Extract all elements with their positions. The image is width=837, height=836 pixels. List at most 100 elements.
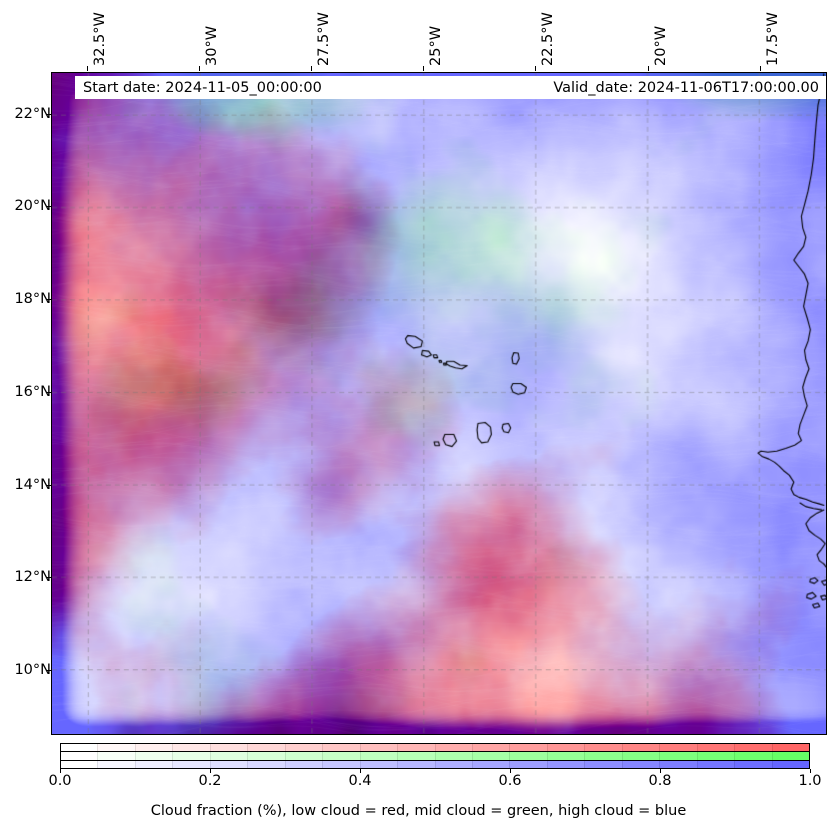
colorbar-tick-mark [210, 769, 211, 773]
colorbar-cell [659, 744, 697, 752]
colorbar-tick-mark [810, 769, 811, 773]
date-annotation-band: Start date: 2024-11-05_00:00:00 Valid_da… [75, 76, 826, 99]
colorbar-cell [322, 752, 360, 760]
longitude-tick-label: 30°W [204, 25, 221, 66]
colorbar-cell [734, 752, 772, 760]
colorbar-caption: Cloud fraction (%), low cloud = red, mid… [150, 803, 687, 819]
longitude-tick-mark [647, 66, 649, 71]
colorbar-tick-mark [660, 769, 661, 773]
colorbar-cell [509, 752, 547, 760]
colorbar-cell [471, 744, 510, 752]
colorbar-cell [397, 752, 435, 760]
colorbar [60, 743, 810, 769]
colorbar-cell [134, 752, 173, 760]
colorbar-cell [397, 744, 435, 752]
colorbar-cell [771, 744, 810, 752]
latitude-tick-mark [46, 206, 51, 208]
latitude-tick-label: 10°N [14, 662, 51, 679]
colorbar-cell [97, 744, 135, 752]
colorbar-tick-label: 0.2 [198, 773, 222, 789]
colorbar-strip-low-cloud [61, 744, 810, 753]
colorbar-cell [696, 744, 735, 752]
colorbar-cell [247, 744, 285, 752]
start-date-label: Start date: 2024-11-05_00:00:00 [83, 79, 322, 96]
latitude-tick-mark [46, 484, 51, 486]
colorbar-cell [209, 744, 248, 752]
latitude-tick-label: 16°N [14, 383, 51, 400]
colorbar-cell [509, 744, 547, 752]
latitude-tick-label: 22°N [14, 105, 51, 122]
colorbar-cell [209, 752, 248, 760]
colorbar-cell [471, 752, 510, 760]
colorbar-tick-label: 0.8 [648, 773, 672, 789]
longitude-tick-mark [423, 66, 425, 71]
latitude-tick-mark [46, 391, 51, 393]
colorbar-cell [359, 752, 398, 760]
colorbar-cell [134, 760, 173, 768]
longitude-tick-mark [311, 66, 313, 71]
colorbar-cell [134, 744, 173, 752]
colorbar-cell [172, 760, 210, 768]
longitude-tick-label: 32.5°W [91, 12, 108, 66]
latitude-tick-mark [46, 299, 51, 301]
colorbar-cell [584, 744, 622, 752]
colorbar-cell [322, 744, 360, 752]
latitude-tick-label: 12°N [14, 569, 51, 586]
latitude-tick-label: 20°N [14, 198, 51, 215]
colorbar-cell [434, 744, 472, 752]
longitude-tick-mark [199, 66, 201, 71]
colorbar-cell [97, 752, 135, 760]
longitude-tick-mark [759, 66, 761, 71]
colorbar-cell [546, 760, 585, 768]
colorbar-cell [397, 760, 435, 768]
colorbar-cell [659, 752, 697, 760]
colorbar-cell [284, 760, 323, 768]
colorbar-cell [771, 752, 810, 760]
latitude-tick-mark [46, 670, 51, 672]
colorbar-cell [284, 744, 323, 752]
latitude-tick-label: 14°N [14, 476, 51, 493]
colorbar-cell [172, 744, 210, 752]
colorbar-cell [734, 744, 772, 752]
cloud-fraction-map [52, 73, 826, 734]
colorbar-cell [61, 752, 98, 760]
longitude-tick-label: 22.5°W [540, 12, 557, 66]
latitude-axis: 10°N 12°N 14°N 16°N 18°N 20°N 22°N [0, 0, 51, 836]
colorbar-cell [284, 752, 323, 760]
colorbar-cell [771, 760, 810, 768]
colorbar-cell [584, 752, 622, 760]
latitude-tick-label: 18°N [14, 291, 51, 308]
colorbar-cell [322, 760, 360, 768]
colorbar-cell [584, 760, 622, 768]
colorbar-cell [471, 760, 510, 768]
colorbar-cell [97, 760, 135, 768]
colorbar-cell [209, 760, 248, 768]
colorbar-cell [434, 760, 472, 768]
colorbar-cell [61, 760, 98, 768]
colorbar-ticks: 0.0 0.2 0.4 0.6 0.8 1.0 [48, 769, 822, 791]
colorbar-cell [546, 744, 585, 752]
colorbar-tick-mark [60, 769, 61, 773]
latitude-tick-mark [46, 577, 51, 579]
valid-date-label: Valid_date: 2024-11-06T17:00:00.00 [553, 79, 819, 96]
longitude-tick-label: 25°W [428, 25, 445, 66]
map-axes: Start date: 2024-11-05_00:00:00 Valid_da… [51, 72, 827, 735]
colorbar-cell [621, 760, 660, 768]
colorbar-cell [247, 752, 285, 760]
longitude-tick-label: 27.5°W [316, 12, 333, 66]
colorbar-strip-mid-cloud [61, 752, 810, 761]
colorbar-cell [359, 744, 398, 752]
colorbar-cell [696, 760, 735, 768]
colorbar-cell [509, 760, 547, 768]
longitude-tick-label: 17.5°W [764, 12, 781, 66]
colorbar-strip-high-cloud [61, 760, 810, 768]
colorbar-cell [621, 744, 660, 752]
colorbar-tick-mark [360, 769, 361, 773]
colorbar-cell [61, 744, 98, 752]
longitude-tick-label: 20°W [652, 25, 669, 66]
colorbar-cell [621, 752, 660, 760]
colorbar-tick-label: 0.0 [48, 773, 72, 789]
colorbar-cell [359, 760, 398, 768]
colorbar-tick-label: 1.0 [798, 773, 822, 789]
